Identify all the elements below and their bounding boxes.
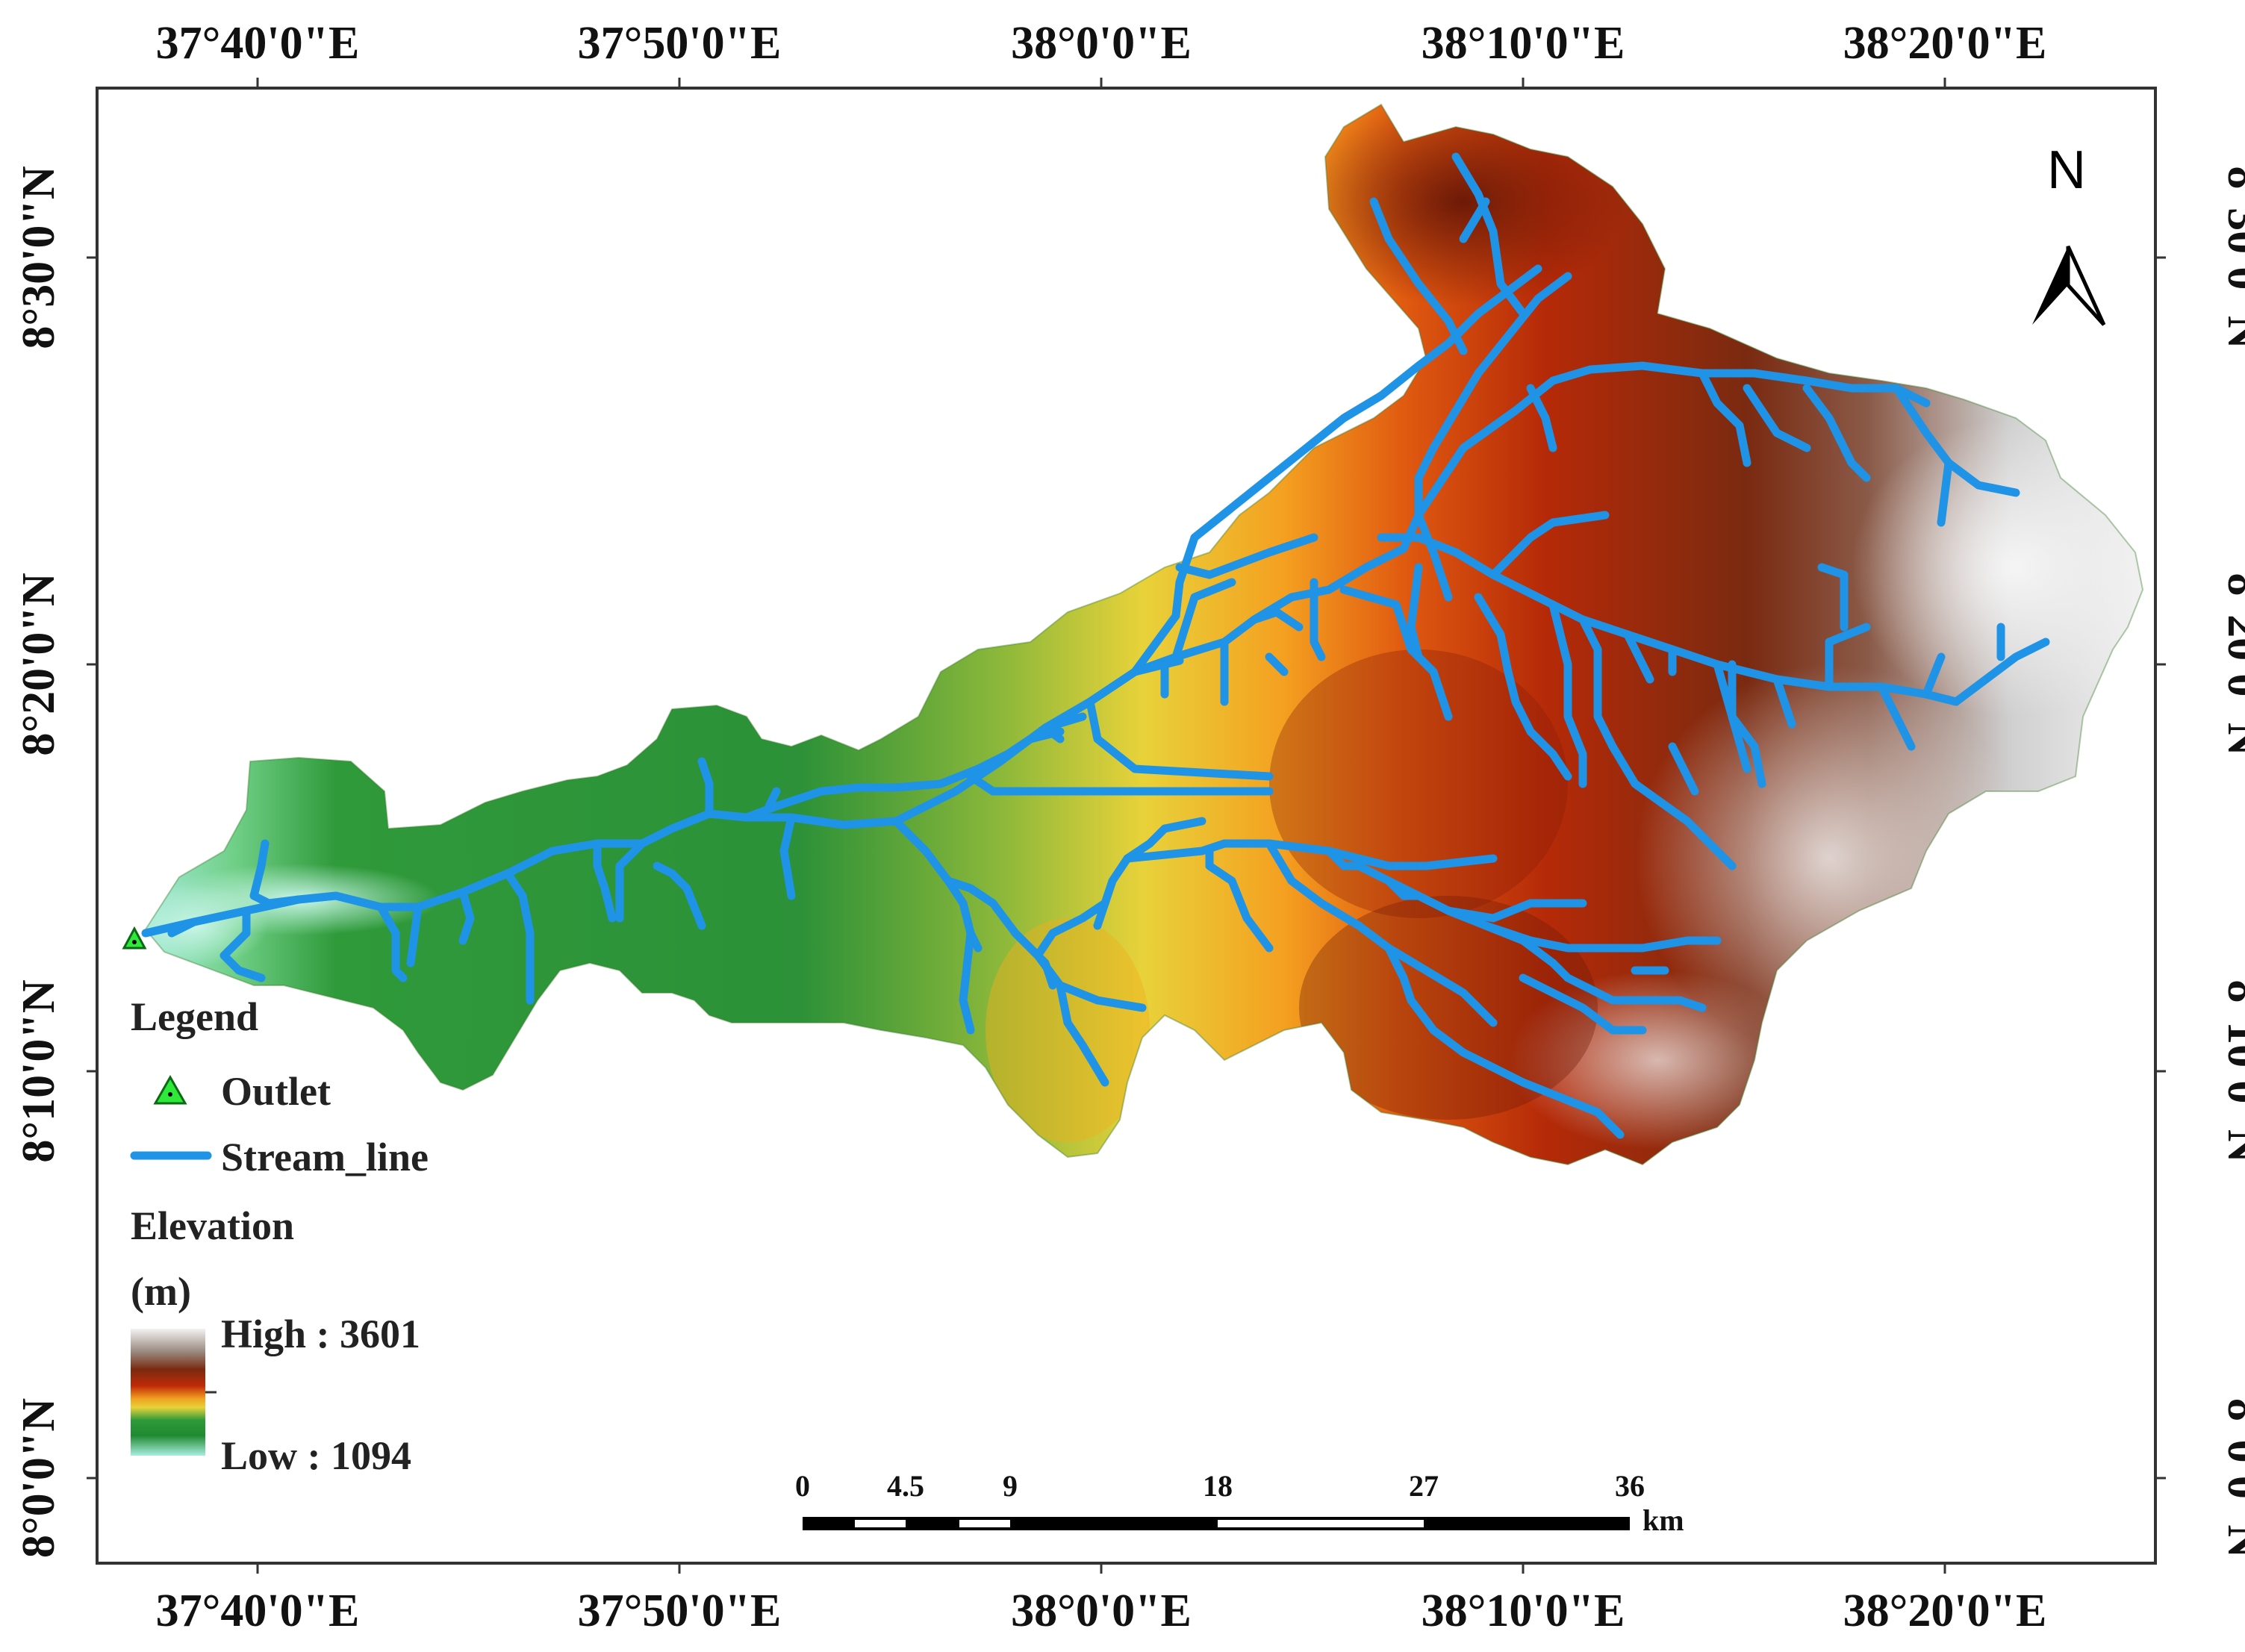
bottom-lon-label: 38°10'0"E <box>1422 1586 1625 1636</box>
elevation-title: Elevation <box>131 1203 294 1248</box>
bottom-lon-label: 38°0'0"E <box>1011 1586 1192 1636</box>
main-stream <box>141 272 1572 938</box>
elevation-color-ramp <box>131 1329 205 1456</box>
left-latitude-labels: 8°30'0"N 8°20'0"N 8°10'0"N 8°0'0"N <box>13 166 64 1558</box>
top-lon-label: 37°40'0"E <box>156 18 360 69</box>
right-lat-label: 8°0'0"N <box>2218 1398 2245 1558</box>
frame-ticks <box>87 78 2166 1574</box>
bottom-longitude-labels: 37°40'0"E 37°50'0"E 38°0'0"E 38°10'0"E 3… <box>156 1586 2047 1636</box>
scale-tick-label: 4.5 <box>887 1469 924 1503</box>
outlet-marker <box>122 926 147 950</box>
top-longitude-labels: 37°40'0"E 37°50'0"E 38°0'0"E 38°10'0"E 3… <box>156 18 2047 69</box>
top-lon-label: 37°50'0"E <box>578 18 782 69</box>
right-lat-label: 8°30'0"N <box>2218 166 2245 349</box>
north-label: N <box>2047 140 2086 200</box>
legend: Legend Outlet Stream_line Elevation (m) … <box>130 994 429 1478</box>
right-lat-label: 8°10'0"N <box>2218 979 2245 1162</box>
legend-title: Legend <box>131 994 258 1039</box>
outlet-legend-icon <box>153 1074 187 1105</box>
elevation-high-label: High : 3601 <box>221 1312 420 1356</box>
scale-tick-label: 18 <box>1203 1469 1233 1503</box>
bottom-lon-label: 37°50'0"E <box>578 1586 782 1636</box>
left-lat-label: 8°0'0"N <box>13 1398 64 1558</box>
top-lon-label: 38°20'0"E <box>1843 18 2047 69</box>
bottom-lon-label: 37°40'0"E <box>156 1586 360 1636</box>
outlet-legend-label: Outlet <box>221 1069 331 1114</box>
bottom-lon-label: 38°20'0"E <box>1843 1586 2047 1636</box>
scale-tick-label: 9 <box>1003 1469 1018 1503</box>
scale-tick-label: 0 <box>795 1469 810 1503</box>
north-arrow: N <box>2032 140 2106 326</box>
stream-network <box>141 152 2050 1139</box>
scale-tick-label: 36 <box>1615 1469 1645 1503</box>
top-lon-label: 38°10'0"E <box>1422 18 1625 69</box>
scale-bar: 0 4.5 9 18 27 36 km <box>795 1469 1684 1537</box>
scale-tick-label: 27 <box>1409 1469 1439 1503</box>
right-latitude-labels: 8°30'0"N 8°20'0"N 8°10'0"N 8°0'0"N <box>2218 166 2245 1558</box>
right-lat-label: 8°20'0"N <box>2218 573 2245 755</box>
elevation-low-label: Low : 1094 <box>221 1433 411 1478</box>
left-lat-label: 8°20'0"N <box>13 573 64 755</box>
elevation-unit: (m) <box>131 1269 191 1314</box>
stream-legend-label: Stream_line <box>221 1135 429 1179</box>
scale-unit-label: km <box>1643 1503 1684 1537</box>
left-lat-label: 8°10'0"N <box>13 979 64 1162</box>
left-lat-label: 8°30'0"N <box>13 166 64 349</box>
top-lon-label: 38°0'0"E <box>1011 18 1192 69</box>
